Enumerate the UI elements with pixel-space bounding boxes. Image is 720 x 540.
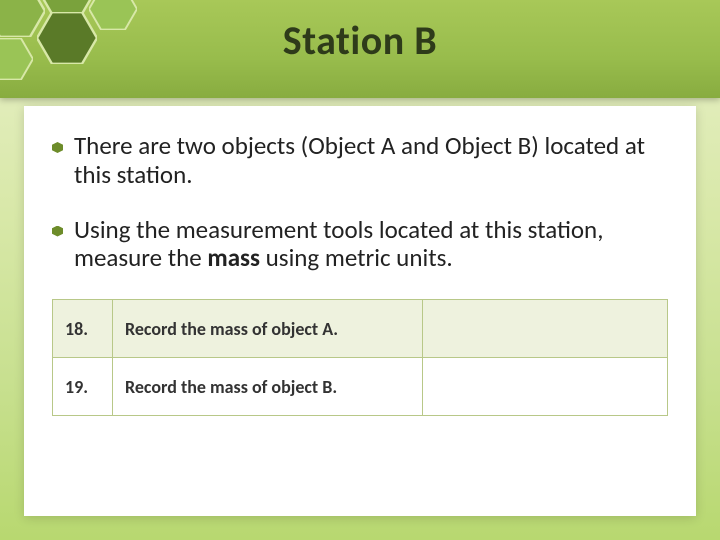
slide: Station B There are two objects (Object … — [0, 0, 720, 540]
table-row: 19. Record the mass of object B. — [53, 358, 668, 416]
list-item: Using the measurement tools located at t… — [52, 216, 668, 274]
question-prompt: Record the mass of object A. — [113, 300, 423, 358]
questions-table: 18. Record the mass of object A. 19. Rec… — [52, 299, 668, 416]
question-number: 19. — [53, 358, 113, 416]
bullet-text-post: using metric units. — [260, 242, 453, 273]
page-title: Station B — [0, 16, 720, 65]
answer-cell[interactable] — [423, 358, 668, 416]
bullet-text: There are two objects (Object A and Obje… — [74, 130, 645, 190]
bullet-bold: mass — [207, 242, 260, 273]
list-item: There are two objects (Object A and Obje… — [52, 132, 668, 190]
question-prompt: Record the mass of object B. — [113, 358, 423, 416]
answer-cell[interactable] — [423, 300, 668, 358]
table-row: 18. Record the mass of object A. — [53, 300, 668, 358]
bullet-list: There are two objects (Object A and Obje… — [52, 132, 668, 273]
question-number: 18. — [53, 300, 113, 358]
content-card: There are two objects (Object A and Obje… — [24, 106, 696, 516]
